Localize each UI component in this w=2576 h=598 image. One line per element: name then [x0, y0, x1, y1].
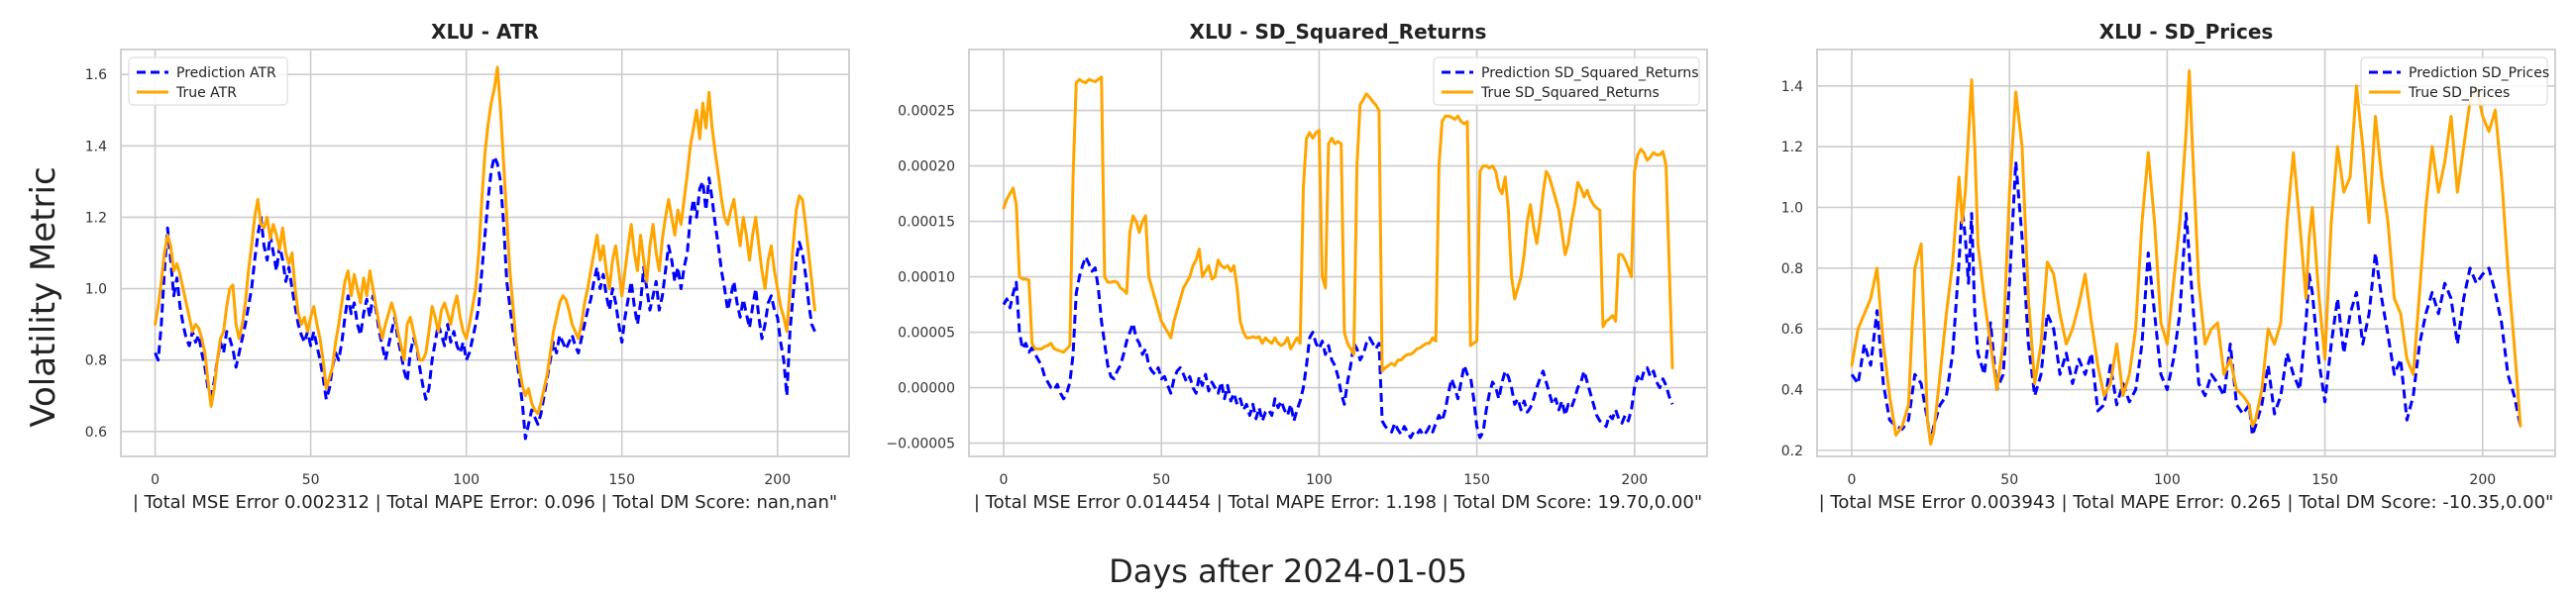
y-tick-label: 1.0	[85, 282, 107, 298]
legend-label: True SD_Squared_Returns	[1480, 85, 1660, 101]
legend: Prediction SD_Squared_Returns True SD_Squ…	[1433, 56, 1700, 106]
x-tick-label: 0	[151, 472, 160, 488]
y-tick-label: 0.6	[85, 425, 107, 441]
plot-frame	[1816, 49, 2556, 457]
x-tick-label: 200	[1621, 472, 1648, 488]
series-line-true	[1002, 75, 1674, 373]
legend: Prediction SD_Prices True SD_Prices	[2360, 56, 2549, 106]
y-tick-label: 0.2	[1781, 444, 1803, 459]
x-tick-label: 100	[1306, 472, 1333, 488]
x-tick-label: 50	[1152, 472, 1170, 488]
x-axis-label: | Total MSE Error 0.014454 | Total MAPE …	[974, 492, 1702, 513]
x-axis-label: | Total MSE Error 0.002312 | Total MAPE …	[133, 492, 837, 513]
x-tick-label: 150	[608, 472, 635, 488]
x-axis-shared-label: Days after 2024-01-05	[1109, 552, 1467, 590]
y-tick-label: 1.2	[1781, 140, 1803, 155]
y-tick-label: 0.00020	[898, 159, 955, 175]
legend-label: Prediction SD_Squared_Returns	[1481, 65, 1699, 81]
y-tick-label: 0.00010	[898, 270, 955, 286]
chart-1: 0 50 100 150 200 0.6 0.8 1.0 1.2 1.4 1.6 XLU - ATR |…	[85, 20, 850, 513]
legend-label: True ATR	[175, 85, 237, 101]
plot-frame	[968, 49, 1708, 457]
legend-box	[1433, 56, 1700, 106]
y-tick-label: 1.6	[85, 67, 107, 83]
x-tick-label: 50	[302, 472, 320, 488]
series-line-true	[154, 65, 816, 416]
x-tick-label: 50	[2000, 472, 2018, 488]
y-tick-label: −0.00005	[886, 437, 955, 452]
y-tick-label: 1.2	[85, 210, 107, 226]
series-line-true	[1850, 68, 2522, 447]
x-tick-label: 0	[1000, 472, 1009, 488]
chart-2: 0 50 100 150 200 −0.00005 0.00000 0.00005 0.0001…	[886, 20, 1708, 513]
x-tick-label: 100	[2154, 472, 2181, 488]
legend-box	[2360, 56, 2548, 106]
plot-frame	[120, 49, 850, 457]
legend: Prediction ATR True ATR	[128, 56, 288, 106]
chart-title: XLU - ATR	[431, 20, 539, 44]
x-axis-label: | Total MSE Error 0.003943 | Total MAPE …	[1819, 492, 2554, 513]
y-tick-label: 1.4	[1781, 79, 1803, 95]
plot-area	[121, 50, 849, 456]
x-tick-label: 0	[1848, 472, 1857, 488]
y-tick-label: 0.8	[1781, 261, 1803, 277]
legend-label: Prediction SD_Prices	[2409, 65, 2549, 81]
chart-3: 0 50 100 150 200 0.2 0.4 0.6 0.8 1.0 1.2 1.4 XLU - S…	[1781, 20, 2556, 513]
y-tick-label: 0.6	[1781, 322, 1803, 338]
series-line-prediction	[1002, 254, 1674, 440]
x-tick-label: 200	[764, 472, 791, 488]
legend-label: Prediction ATR	[176, 65, 276, 81]
chart-title: XLU - SD_Prices	[2099, 20, 2274, 44]
y-tick-label: 0.8	[85, 353, 107, 369]
series-line-prediction	[1850, 159, 2522, 444]
y-tick-label: 1.0	[1781, 200, 1803, 216]
x-tick-label: 150	[2311, 472, 2338, 488]
y-tick-label: 0.00015	[898, 215, 955, 231]
x-tick-label: 100	[453, 472, 480, 488]
x-tick-label: 200	[2469, 472, 2496, 488]
y-tick-label: 0.4	[1781, 383, 1803, 399]
y-tick-label: 1.4	[85, 139, 107, 154]
series-line-prediction	[154, 154, 816, 441]
y-tick-label: 0.00000	[898, 381, 955, 397]
y-tick-label: 0.00025	[898, 104, 955, 120]
legend-label: True SD_Prices	[2408, 85, 2510, 101]
y-axis-shared-label: Volatility Metric	[24, 166, 63, 428]
x-tick-label: 150	[1463, 472, 1490, 488]
y-tick-label: 0.00005	[898, 326, 955, 342]
plot-area	[969, 50, 1707, 456]
chart-title: XLU - SD_Squared_Returns	[1190, 20, 1487, 44]
